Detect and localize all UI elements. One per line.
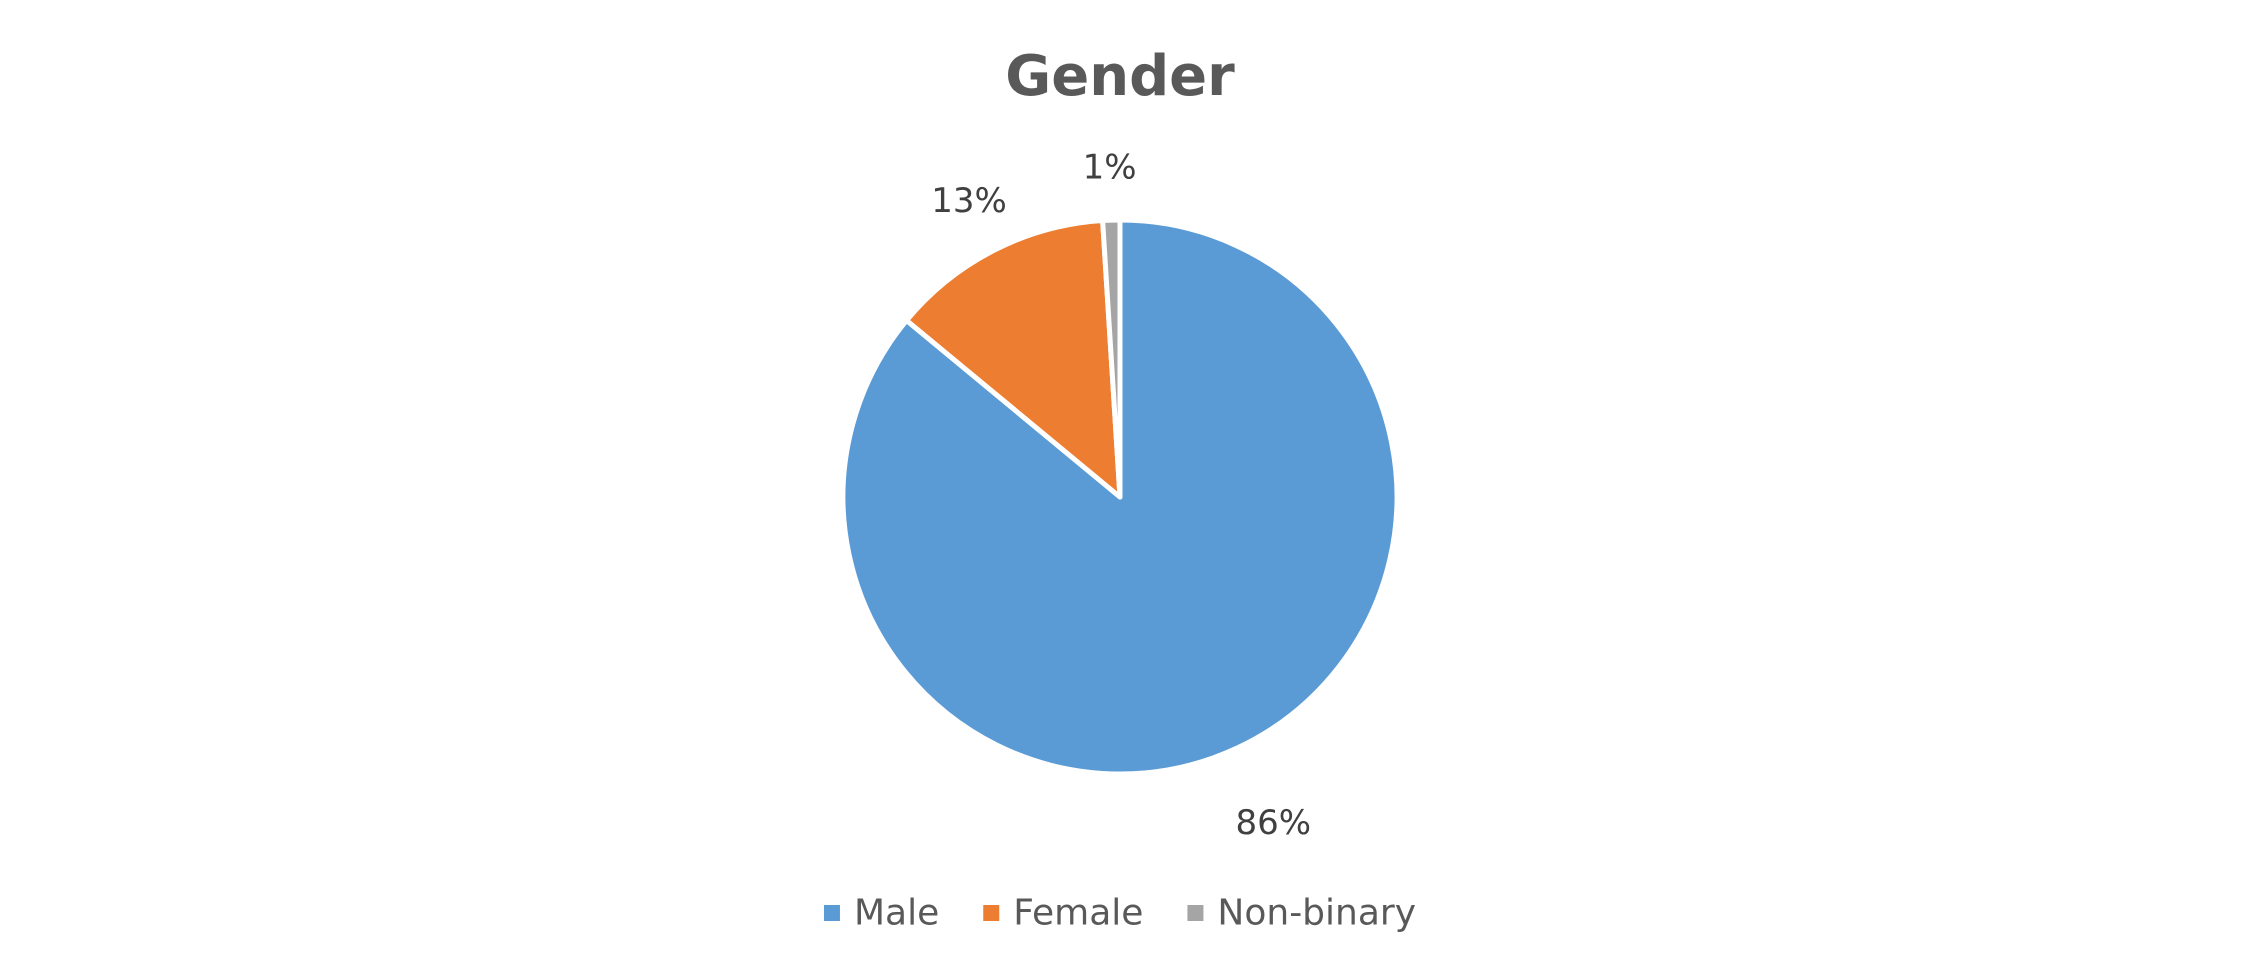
legend-label-non-binary: Non-binary: [1217, 893, 1416, 934]
legend-label-female: Female: [1013, 893, 1143, 934]
legend-swatch-female: [983, 905, 1000, 921]
pie-slice-non-binary: [1100, 217, 1123, 500]
data-label-non-binary: 1%: [1083, 148, 1137, 188]
data-labels: 86% 13% 1%: [931, 148, 1311, 843]
legend-item-non-binary: Non-binary: [1187, 893, 1416, 934]
legend-item-female: Female: [983, 893, 1143, 934]
pie-slices: [840, 217, 1400, 777]
chart-title: Gender: [1005, 44, 1235, 109]
legend-label-male: Male: [854, 893, 939, 934]
legend: Male Female Non-binary: [823, 893, 1416, 934]
legend-swatch-male: [823, 905, 840, 921]
legend-swatch-non-binary: [1187, 905, 1204, 921]
legend-item-male: Male: [823, 893, 939, 934]
data-label-male: 86%: [1236, 803, 1312, 843]
data-label-female: 13%: [931, 181, 1007, 221]
pie-slice-female: [904, 218, 1123, 500]
